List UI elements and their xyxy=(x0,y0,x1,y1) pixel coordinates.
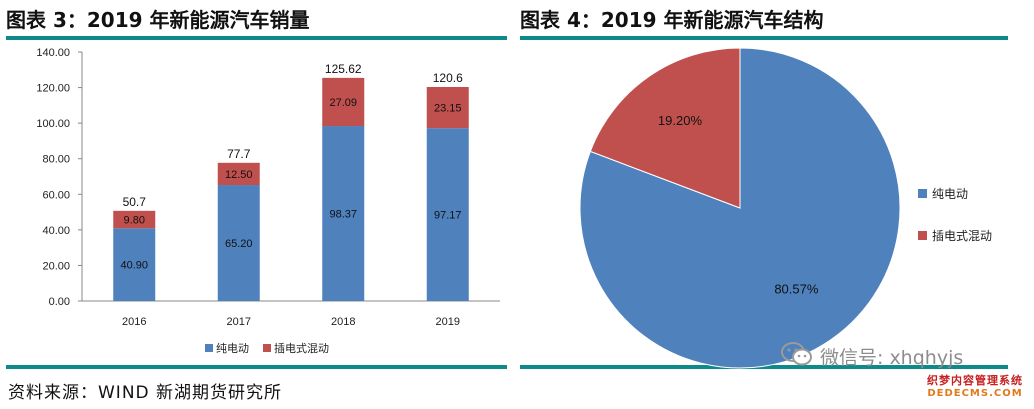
legend-label: 纯电动 xyxy=(216,342,249,355)
bar-value-label: 27.09 xyxy=(329,97,357,109)
bar-value-label: 12.50 xyxy=(225,169,253,181)
y-tick-label: 120.00 xyxy=(36,83,70,95)
pie-slice-label: 80.57% xyxy=(774,282,819,297)
left-bottom-rule xyxy=(6,365,507,369)
y-tick-label: 60.00 xyxy=(42,189,70,201)
bar-value-label: 23.15 xyxy=(434,103,462,115)
left-top-rule xyxy=(6,36,507,40)
bar-total-label: 120.6 xyxy=(433,71,463,85)
bar-value-label: 40.90 xyxy=(120,260,148,272)
bar-segment-phev xyxy=(113,210,156,229)
bar-segment-phev xyxy=(217,162,260,186)
x-tick-label: 2017 xyxy=(227,316,251,328)
x-tick-label: 2016 xyxy=(122,316,146,328)
pie-legend-swatch xyxy=(918,189,927,198)
legend-swatch xyxy=(263,344,271,352)
stamp-bottom-text: DEDECMS.COM xyxy=(927,388,1023,399)
y-tick-label: 140.00 xyxy=(36,47,70,59)
pie-slice-label: 19.20% xyxy=(658,113,703,128)
dedecms-stamp: 织梦内容管理系统 DEDECMS.COM xyxy=(920,372,1030,406)
y-tick-label: 20.00 xyxy=(42,260,70,272)
bar-total-label: 125.62 xyxy=(325,62,362,76)
pie-legend-label: 纯电动 xyxy=(932,187,968,201)
source-note: 资料来源：WIND 新湖期货研究所 xyxy=(8,383,283,403)
right-bottom-rule xyxy=(520,365,1008,369)
legend-swatch xyxy=(205,344,213,352)
bar-value-label: 65.20 xyxy=(225,238,253,250)
right-top-rule xyxy=(520,36,1008,40)
bar-value-label: 9.80 xyxy=(124,215,145,227)
bar-segment-bev xyxy=(322,126,365,301)
pie-legend-swatch xyxy=(918,231,927,240)
bar-segment-bev xyxy=(217,185,260,301)
bar-total-label: 50.7 xyxy=(123,195,147,209)
y-tick-label: 0.00 xyxy=(49,296,70,308)
wechat-icon xyxy=(781,342,812,366)
stamp-top-text: 织梦内容管理系统 xyxy=(927,374,1023,387)
pie-chart-title: 图表 4：2019 年新能源汽车结构 xyxy=(520,8,824,32)
legend-label: 插电式混动 xyxy=(274,341,329,355)
bar-segment-bev xyxy=(426,128,469,301)
y-tick-label: 80.00 xyxy=(42,154,70,166)
bar-segment-bev xyxy=(113,228,156,301)
x-tick-label: 2018 xyxy=(331,316,355,328)
x-tick-label: 2019 xyxy=(436,316,460,328)
bar-value-label: 98.37 xyxy=(329,209,357,221)
pie-legend-label: 插电式混动 xyxy=(932,229,992,243)
pie-slice-phev xyxy=(589,47,741,209)
bar-segment-phev xyxy=(322,77,365,127)
y-tick-label: 100.00 xyxy=(36,118,70,130)
stacked-bar-chart: 0.00 20.00 40.00 60.00 80.00 100.00 120.00 140.… xyxy=(36,47,500,355)
bar-total-label: 77.7 xyxy=(227,147,251,161)
bar-value-label: 97.17 xyxy=(434,210,462,222)
bar-segment-phev xyxy=(426,87,469,129)
wechat-watermark: 微信号: xhqhyjs xyxy=(820,347,964,369)
bar-chart-title: 图表 3：2019 年新能源汽车销量 xyxy=(6,8,310,32)
y-tick-label: 40.00 xyxy=(42,225,70,237)
